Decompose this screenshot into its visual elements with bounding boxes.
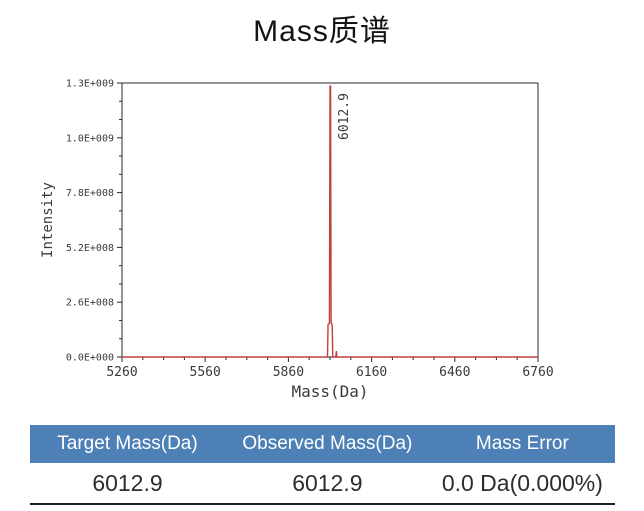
y-tick-label: 1.3E+009 bbox=[66, 79, 114, 90]
y-tick-label: 7.8E+008 bbox=[66, 188, 114, 199]
x-tick-label: 5860 bbox=[273, 365, 304, 380]
mass-table: Target Mass(Da) Observed Mass(Da) Mass E… bbox=[30, 425, 615, 505]
x-tick-label: 6160 bbox=[356, 365, 387, 380]
header-observed-mass: Observed Mass(Da) bbox=[242, 433, 413, 454]
header-mass-error: Mass Error bbox=[475, 433, 569, 454]
cell-mass-error: 0.0 Da(0.000%) bbox=[441, 469, 603, 496]
y-tick-label: 2.6E+008 bbox=[66, 298, 114, 309]
x-tick-label: 5560 bbox=[190, 365, 221, 380]
y-tick-label: 0.0E+000 bbox=[66, 353, 114, 364]
y-axis-title: Intensity bbox=[40, 182, 56, 258]
mass-spectrum-chart: 0.0E+000 2.6E+008 5.2E+008 7.8E+008 1.0E+009… bbox=[0, 60, 644, 405]
table-bottom-border bbox=[30, 503, 615, 505]
peak-label: 6012.9 bbox=[337, 93, 352, 140]
x-axis-title: Mass(Da) bbox=[291, 382, 368, 401]
y-tick-label: 5.2E+008 bbox=[66, 243, 114, 254]
x-tick-label: 6460 bbox=[439, 365, 470, 380]
x-tick-label: 6760 bbox=[522, 365, 553, 380]
table-row: 6012.9 6012.9 0.0 Da(0.000%) bbox=[30, 463, 615, 503]
y-tick-label: 1.0E+009 bbox=[66, 133, 114, 144]
page-title: Mass质谱 bbox=[253, 15, 391, 48]
spectrum-trace bbox=[122, 85, 538, 358]
header-target-mass: Target Mass(Da) bbox=[57, 433, 198, 454]
x-tick-label: 5260 bbox=[106, 365, 137, 380]
cell-target-mass: 6012.9 bbox=[92, 469, 163, 496]
mass-spectrum-svg: 0.0E+000 2.6E+008 5.2E+008 7.8E+008 1.0E+009… bbox=[40, 79, 554, 402]
mass-table-header: Target Mass(Da) Observed Mass(Da) Mass E… bbox=[30, 425, 615, 463]
cell-observed-mass: 6012.9 bbox=[292, 469, 363, 496]
